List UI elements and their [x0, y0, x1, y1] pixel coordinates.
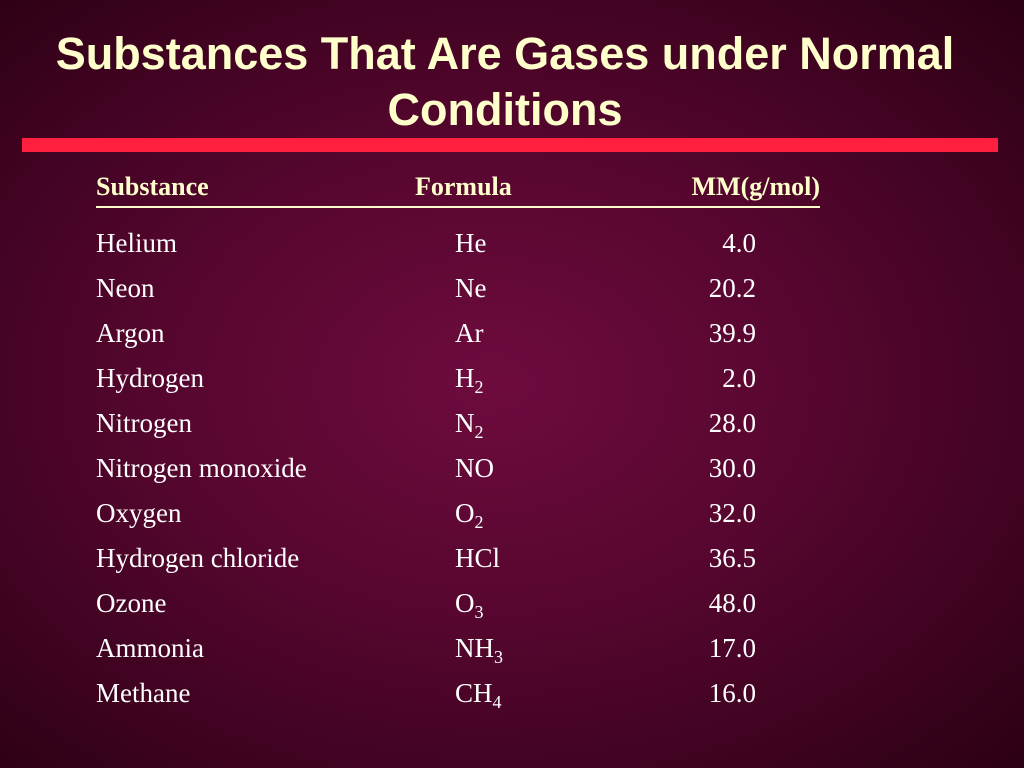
table-row: Ozone O3 48.0	[0, 582, 1024, 627]
molar-mass-cell: 20.2	[708, 273, 756, 303]
substance-cell: Hydrogen	[96, 363, 204, 393]
formula-cell: NO	[455, 453, 494, 483]
divider-bar	[22, 138, 998, 152]
formula-cell: O2	[455, 498, 484, 532]
formula-cell: O3	[455, 588, 484, 622]
formula-cell: H2	[455, 363, 484, 397]
molar-mass-cell: 32.0	[708, 498, 756, 528]
substance-cell: Hydrogen chloride	[96, 543, 300, 573]
formula-cell: He	[455, 228, 487, 258]
formula-cell: CH4	[455, 678, 502, 712]
table-row: Oxygen O2 32.0	[0, 492, 1024, 537]
table-row: Nitrogen N2 28.0	[0, 402, 1024, 447]
table-row: Hydrogen H2 2.0	[0, 357, 1024, 402]
molar-mass-cell: 17.0	[708, 633, 756, 663]
formula-cell: N2	[455, 408, 484, 442]
molar-mass-cell: 28.0	[708, 408, 756, 438]
table-row: Nitrogen monoxide NO 30.0	[0, 447, 1024, 492]
molar-mass-cell: 16.0	[708, 678, 756, 708]
substance-cell: Argon	[96, 318, 165, 348]
substance-cell: Helium	[96, 228, 177, 258]
molar-mass-cell: 30.0	[708, 453, 756, 483]
title: Substances That Are Gases under Normal C…	[55, 28, 955, 135]
substance-cell: Ammonia	[96, 633, 204, 663]
formula-cell: Ar	[455, 318, 484, 348]
substance-cell: Methane	[96, 678, 191, 708]
column-header: Substance	[96, 172, 209, 201]
substance-cell: Nitrogen monoxide	[96, 453, 307, 483]
table-header: Substance Formula MM(g/mol)	[96, 170, 820, 208]
column-header: MM(g/mol)	[691, 172, 820, 201]
column-header: Formula	[415, 172, 512, 201]
formula-cell: NH3	[455, 633, 503, 667]
substance-cell: Nitrogen	[96, 408, 192, 438]
molar-mass-cell: 4.0	[722, 228, 756, 258]
table-row: Hydrogen chloride HCl 36.5	[0, 537, 1024, 582]
table-row: Ammonia NH3 17.0	[0, 627, 1024, 672]
molar-mass-cell: 39.9	[708, 318, 756, 348]
molar-mass-cell: 2.0	[722, 363, 756, 393]
table-row: Methane CH4 16.0	[0, 672, 1024, 717]
molar-mass-cell: 48.0	[708, 588, 756, 618]
molar-mass-cell: 36.5	[708, 543, 756, 573]
formula-cell: Ne	[455, 273, 487, 303]
substance-cell: Oxygen	[96, 498, 182, 528]
table-row: Argon Ar 39.9	[0, 312, 1024, 357]
substance-cell: Ozone	[96, 588, 167, 618]
table-row: Helium He 4.0	[0, 222, 1024, 267]
formula-cell: HCl	[455, 543, 501, 573]
substance-cell: Neon	[96, 273, 155, 303]
table-row: Neon Ne 20.2	[0, 267, 1024, 312]
